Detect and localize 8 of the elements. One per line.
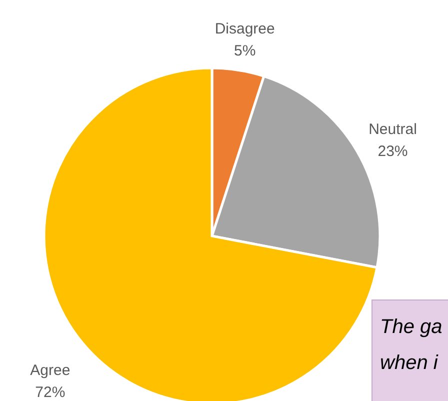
data-label: 23%	[378, 143, 408, 160]
slice-label: Neutral	[368, 121, 417, 138]
slice-label: Agree	[30, 362, 70, 379]
data-label: 72%	[35, 384, 66, 401]
text: when i	[380, 352, 438, 374]
slice-label: Disagree	[214, 20, 275, 38]
text: The ga	[380, 316, 442, 338]
data-label: 5%	[234, 42, 256, 60]
